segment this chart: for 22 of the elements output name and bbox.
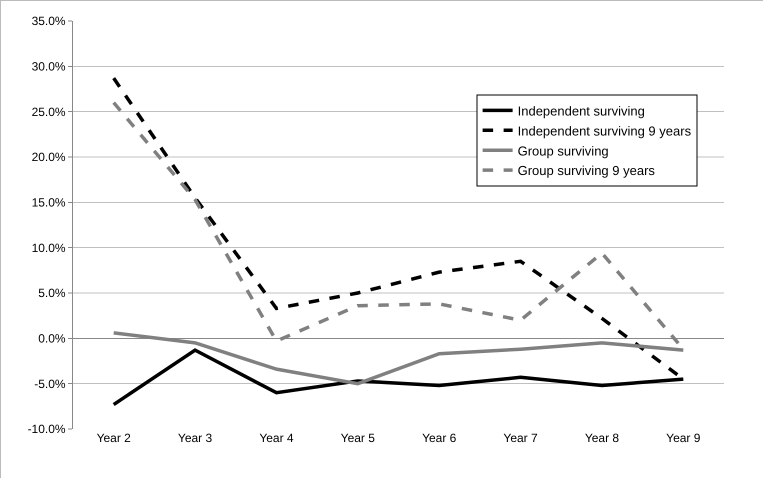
x-tick-label: Year 4 bbox=[259, 431, 294, 445]
legend-label: Independent surviving 9 years bbox=[518, 123, 692, 138]
x-tick-label: Year 8 bbox=[584, 431, 620, 445]
y-tick-label: -10.0% bbox=[28, 422, 66, 436]
y-tick-label: 35.0% bbox=[32, 14, 66, 28]
x-tick-label: Year 5 bbox=[340, 431, 376, 445]
y-tick-label: 10.0% bbox=[32, 240, 66, 255]
x-tick-label: Year 7 bbox=[503, 431, 538, 445]
y-tick-label: 0.0% bbox=[38, 332, 66, 346]
x-tick-label: Year 3 bbox=[178, 431, 213, 445]
y-tick-label: 25.0% bbox=[32, 104, 66, 119]
x-tick-label: Year 9 bbox=[666, 431, 701, 445]
y-tick-label: 30.0% bbox=[32, 60, 66, 74]
x-tick-label: Year 6 bbox=[422, 431, 457, 445]
x-tick-label: Year 2 bbox=[96, 431, 132, 445]
y-tick-label: 5.0% bbox=[38, 286, 66, 300]
y-tick-label: 20.0% bbox=[32, 150, 66, 164]
legend-label: Group surviving 9 years bbox=[518, 163, 656, 178]
y-tick-label: -5.0% bbox=[34, 376, 66, 391]
legend-label: Independent surviving bbox=[518, 103, 645, 118]
legend-label: Group surviving bbox=[518, 143, 609, 158]
y-tick-label: 15.0% bbox=[32, 196, 66, 210]
